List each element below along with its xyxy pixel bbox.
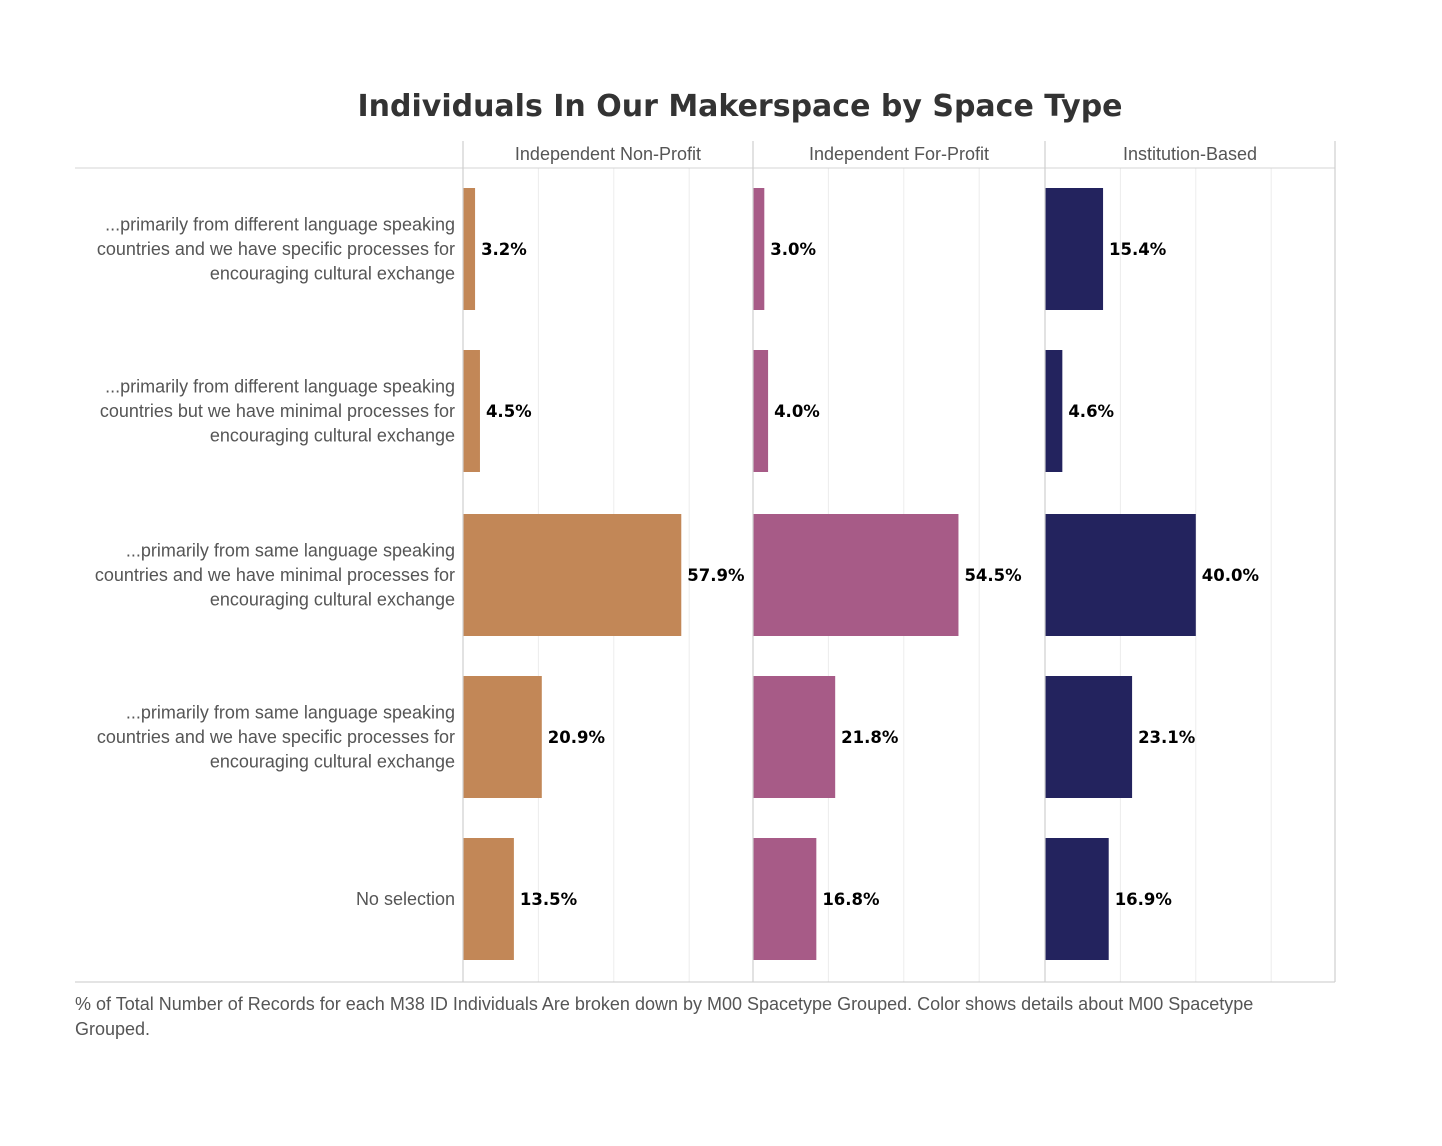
bar xyxy=(1045,514,1196,636)
category-label: ...primarily from different language spe… xyxy=(105,215,455,235)
data-label: 54.5% xyxy=(964,566,1022,585)
panel-header: Institution-Based xyxy=(1123,144,1257,164)
footnote: % of Total Number of Records for each M3… xyxy=(75,994,1254,1039)
bar xyxy=(753,838,817,960)
data-label: 13.5% xyxy=(520,890,578,909)
data-label: 3.2% xyxy=(481,240,527,259)
bar xyxy=(463,676,542,798)
chart-title: Individuals In Our Makerspace by Space T… xyxy=(357,89,1122,124)
category-label: countries and we have minimal processes … xyxy=(95,565,455,585)
data-label: 3.0% xyxy=(770,240,816,259)
category-label: countries and we have specific processes… xyxy=(97,239,455,259)
panel-header: Independent For-Profit xyxy=(809,144,989,164)
bar xyxy=(463,514,682,636)
bar xyxy=(753,676,836,798)
bar xyxy=(463,188,476,310)
bar xyxy=(753,188,765,310)
data-label: 57.9% xyxy=(687,566,745,585)
category-label: countries but we have minimal processes … xyxy=(100,401,455,421)
bar xyxy=(753,514,959,636)
data-label: 15.4% xyxy=(1109,240,1167,259)
bar xyxy=(1045,350,1063,472)
data-label: 21.8% xyxy=(841,728,899,747)
bar xyxy=(463,838,514,960)
data-label: 16.9% xyxy=(1115,890,1173,909)
data-label: 16.8% xyxy=(822,890,880,909)
category-label: ...primarily from different language spe… xyxy=(105,377,455,397)
data-label: 4.6% xyxy=(1068,402,1114,421)
category-label: No selection xyxy=(356,889,455,909)
bar xyxy=(1045,188,1104,310)
bar xyxy=(1045,838,1109,960)
data-label: 4.0% xyxy=(774,402,820,421)
category-label: ...primarily from same language speaking xyxy=(126,541,455,561)
category-label: ...primarily from same language speaking xyxy=(126,703,455,723)
category-label: encouraging cultural exchange xyxy=(210,752,455,772)
data-label: 23.1% xyxy=(1138,728,1196,747)
data-label: 40.0% xyxy=(1202,566,1260,585)
data-label: 4.5% xyxy=(486,402,532,421)
category-label: encouraging cultural exchange xyxy=(210,264,455,284)
data-label: 20.9% xyxy=(548,728,606,747)
panel-header: Independent Non-Profit xyxy=(515,144,701,164)
category-label: countries and we have specific processes… xyxy=(97,727,455,747)
category-label: encouraging cultural exchange xyxy=(210,590,455,610)
category-label: encouraging cultural exchange xyxy=(210,426,455,446)
bar xyxy=(463,350,480,472)
bar xyxy=(1045,676,1133,798)
bar xyxy=(753,350,769,472)
